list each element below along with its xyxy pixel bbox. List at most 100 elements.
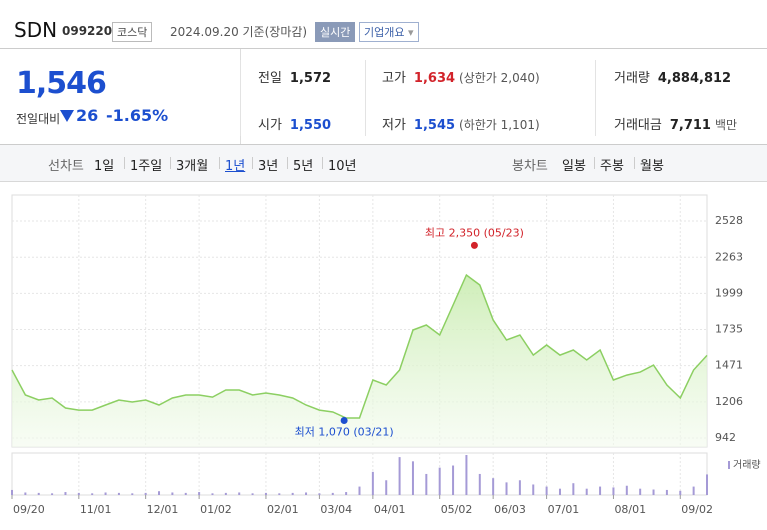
volume-bar [572, 483, 575, 495]
volume-bar [639, 488, 642, 495]
stat-value: 1,572 [289, 71, 332, 86]
volume-bar [438, 467, 441, 495]
volume-bar [558, 488, 561, 495]
x-tick-label: 04/01 [374, 503, 406, 516]
volume-bar [665, 489, 668, 495]
y-tick-label: 1206 [715, 395, 743, 408]
tab-head: 봉차트 [512, 159, 548, 174]
period-tab[interactable]: 1년 [225, 159, 246, 174]
volume-legend-swatch [728, 461, 730, 469]
period-tab[interactable]: 5년 [293, 159, 314, 174]
company-dropdown[interactable]: 기업개요 [359, 22, 419, 42]
y-tick-label: 942 [715, 431, 736, 444]
volume-bar [51, 493, 54, 495]
x-tick-label: 12/01 [147, 503, 179, 516]
period-tab[interactable]: 3개월 [176, 159, 209, 174]
tab-head: 선차트 [48, 159, 84, 174]
period-tab[interactable]: 10년 [328, 159, 357, 174]
stat-value: 1,545 [413, 118, 456, 133]
volume-bar [91, 493, 94, 495]
volume-bar [77, 492, 80, 495]
stat-divider [240, 60, 241, 136]
volume-bar [425, 473, 428, 495]
volume-bar [532, 484, 535, 495]
low-label: 최저 1,070 (03/21) [295, 425, 394, 438]
volume-bar [305, 492, 308, 495]
down-arrow [60, 110, 74, 122]
period-tab[interactable]: 1주일 [130, 159, 163, 174]
volume-bar [184, 492, 187, 495]
volume-bar [224, 492, 227, 495]
stock-name: SDN [14, 18, 58, 42]
price-line [11, 273, 708, 419]
stat-sub: (하한가 1,101) [459, 118, 540, 132]
volume-bar [131, 493, 134, 495]
volume-bar [171, 492, 174, 495]
volume-bar [599, 486, 602, 495]
stat-label: 시가 [258, 118, 282, 133]
area-fill [12, 275, 707, 447]
change-rate: -1.65% [106, 106, 169, 125]
x-tick-label: 02/01 [267, 503, 299, 516]
tab-separator [170, 157, 171, 169]
volume-bar [505, 482, 508, 495]
volume-bar [278, 493, 281, 495]
volume-bar [211, 493, 214, 495]
y-tick-label: 2263 [715, 250, 743, 263]
volume-bar [545, 486, 548, 495]
volume-bar [679, 490, 682, 495]
realtime-button[interactable]: 실시간 [315, 22, 356, 42]
volume-bar [492, 478, 495, 495]
stat: 거래대금 7,711 백만 [614, 114, 737, 133]
chart-tabs [0, 145, 767, 182]
stat-value: 4,884,812 [657, 71, 732, 86]
y-tick-label: 2528 [715, 214, 743, 227]
stat-divider [365, 60, 366, 136]
tab-separator [322, 157, 323, 169]
period-tab[interactable]: 3년 [258, 159, 279, 174]
volume-bar [37, 492, 40, 495]
tab-separator [634, 157, 635, 169]
x-tick-label: 09/02 [681, 503, 713, 516]
volume-bar [706, 474, 708, 495]
x-tick-label: 06/03 [494, 503, 526, 516]
x-tick-label: 03/04 [320, 503, 352, 516]
stat-value: 1,634 [413, 71, 456, 86]
base-date: 2024.09.20 기준(장마감) [170, 25, 308, 39]
stat-label: 저가 [382, 118, 406, 133]
candle-tab[interactable]: 일봉 [562, 159, 586, 174]
volume-bar [465, 455, 468, 495]
volume-bar [251, 493, 254, 495]
volume-bar [478, 473, 481, 495]
tab-separator [594, 157, 595, 169]
stat-value: 1,550 [289, 118, 332, 133]
period-tab[interactable]: 1일 [94, 159, 115, 174]
y-tick-label: 1735 [715, 323, 743, 336]
current-price: 1,546 [16, 66, 107, 101]
volume-bar [238, 492, 241, 495]
stat: 저가 1,545 (하한가 1,101) [382, 114, 540, 133]
candle-tab[interactable]: 월봉 [640, 159, 664, 174]
volume-bar [385, 480, 388, 495]
x-tick-label: 05/02 [441, 503, 473, 516]
volume-bar [264, 492, 267, 495]
volume-bar [411, 461, 414, 495]
volume-bar [64, 492, 67, 495]
candle-tab[interactable]: 주봉 [600, 159, 624, 174]
volume-bar [104, 492, 107, 495]
volume-bar [345, 492, 348, 495]
x-tick-label: 11/01 [80, 503, 112, 516]
low-marker [340, 416, 348, 424]
stat-label: 거래대금 [614, 118, 662, 133]
x-tick-label: 01/02 [200, 503, 232, 516]
tab-separator [124, 157, 125, 169]
tab-separator [219, 157, 220, 169]
divider [0, 144, 767, 145]
volume-bar [585, 488, 588, 495]
volume-bar [198, 492, 201, 495]
stat-label: 거래량 [614, 71, 650, 86]
volume-bar [358, 486, 361, 495]
change-value: 26 [76, 106, 99, 125]
